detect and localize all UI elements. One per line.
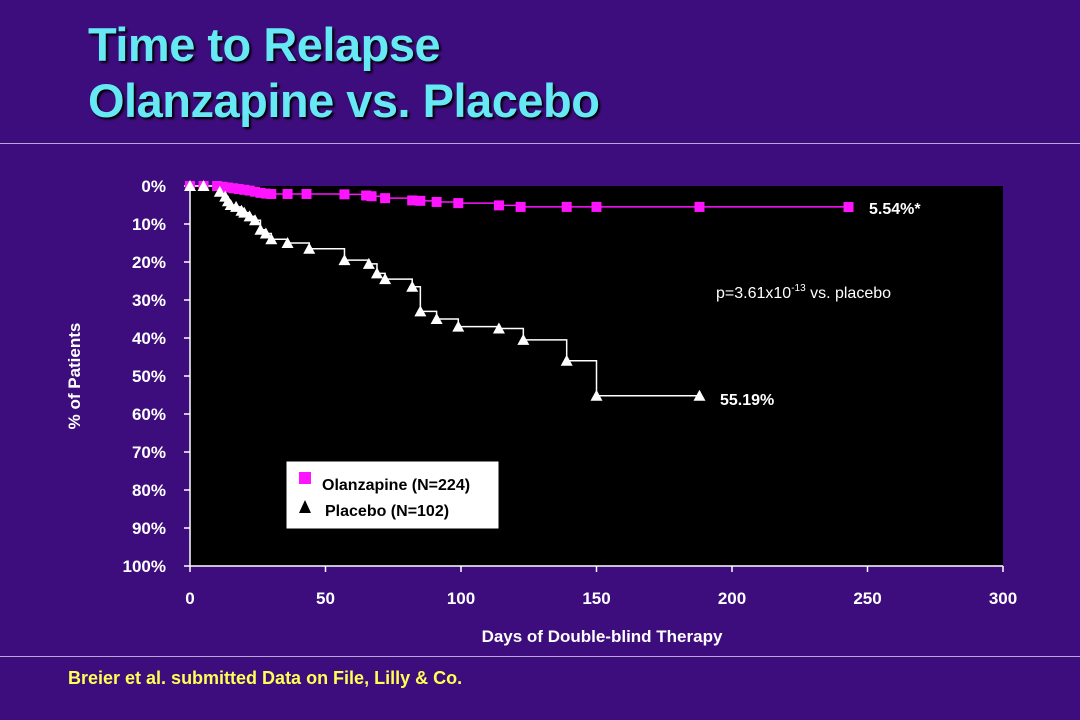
olanzapine-point (561, 201, 572, 212)
y-tick-label: 50% (132, 367, 166, 386)
y-tick-label: 40% (132, 329, 166, 348)
y-tick-label: 0% (141, 177, 166, 196)
placebo-point (259, 227, 272, 239)
olanzapine-point (493, 200, 504, 211)
p-value-prefix: p=3.61x10 (716, 285, 791, 302)
olanzapine-point (212, 181, 223, 191)
title-line-2: Olanzapine vs. Placebo (88, 74, 600, 127)
legend-box (285, 460, 500, 530)
olanzapine-point (515, 201, 526, 212)
olanzapine-point (339, 189, 350, 200)
placebo-point (517, 333, 530, 345)
placebo-point (197, 180, 210, 191)
olanzapine-point (239, 184, 250, 195)
olanzapine-end-label: 5.54%* (869, 201, 921, 218)
y-tick-label: 60% (132, 405, 166, 424)
top-divider (0, 143, 1080, 144)
y-tick-label: 80% (132, 481, 166, 500)
placebo-point (184, 180, 196, 191)
x-tick-label: 300 (989, 589, 1017, 608)
placebo-point (430, 313, 443, 324)
olanzapine-point (228, 183, 239, 194)
placebo-point (492, 322, 505, 334)
placebo-point (265, 233, 278, 245)
y-tick-label: 20% (132, 253, 166, 272)
placebo-point (338, 254, 351, 266)
olanzapine-point (233, 184, 244, 195)
olanzapine-point (255, 187, 266, 198)
olanzapine-point (361, 190, 372, 201)
legend-placebo-label: Placebo (N=102) (325, 503, 449, 520)
placebo-point (590, 389, 603, 401)
y-tick-label: 70% (132, 443, 166, 462)
title-line-1: Time to Relapse (88, 18, 441, 71)
olanzapine-point (266, 188, 277, 199)
placebo-point (249, 214, 262, 226)
olanzapine-point (694, 201, 705, 212)
olanzapine-point (217, 181, 228, 192)
series-markers (184, 180, 854, 401)
olanzapine-point (260, 188, 271, 199)
placebo-point (281, 237, 294, 248)
olanzapine-point (453, 198, 464, 209)
placebo-point (213, 185, 226, 197)
placebo-point (693, 389, 706, 401)
olanzapine-point (380, 193, 391, 204)
olanzapine-point (222, 182, 233, 193)
x-tick-label: 250 (853, 589, 881, 608)
x-axis-ticks: 0 50 100 150 200 250 300 (185, 566, 1017, 608)
legend: Olanzapine (N=224) Placebo (N=102) (285, 460, 500, 530)
footer-citation: Breier et al. submitted Data on File, Li… (68, 668, 463, 688)
placebo-point (303, 242, 316, 254)
y-tick-label: 10% (132, 215, 166, 234)
p-value-exponent: -13 (791, 283, 806, 294)
x-tick-label: 150 (582, 589, 610, 608)
olanzapine-point (415, 195, 426, 206)
y-axis-ticks: 0% 10% 20% 30% 40% 50% 60% 70% 80% 90% 100% (123, 177, 190, 576)
placebo-point (406, 280, 419, 292)
x-tick-label: 100 (447, 589, 475, 608)
olanzapine-point (366, 191, 377, 202)
x-tick-label: 200 (718, 589, 746, 608)
legend-placebo-marker (299, 500, 311, 513)
olanzapine-point (407, 195, 418, 206)
legend-olanzapine-marker (299, 472, 311, 484)
olanzapine-point (591, 201, 602, 212)
y-tick-label: 90% (132, 519, 166, 538)
p-value-suffix: vs. placebo (806, 285, 891, 302)
olanzapine-point (843, 202, 854, 213)
x-tick-label: 50 (316, 589, 335, 608)
y-tick-label: 100% (123, 557, 166, 576)
olanzapine-point (301, 188, 312, 199)
olanzapine-point (250, 186, 261, 197)
y-tick-label: 30% (132, 291, 166, 310)
relapse-chart: 0% 10% 20% 30% 40% 50% 60% 70% 80% 90% 100% 0 50 100… (65, 177, 1017, 646)
placebo-point (379, 273, 392, 285)
x-tick-label: 0 (185, 589, 194, 608)
legend-olanzapine-label: Olanzapine (N=224) (322, 477, 470, 494)
olanzapine-point (282, 188, 293, 199)
placebo-point (414, 305, 427, 317)
placebo-point (452, 320, 465, 332)
olanzapine-point (431, 196, 442, 207)
p-value-annotation: p=3.61x10-13 vs. placebo (716, 283, 891, 302)
placebo-end-label: 55.19% (720, 392, 774, 409)
placebo-point (370, 267, 383, 279)
y-axis-title: % of Patients (65, 323, 84, 430)
x-axis-title: Days of Double-blind Therapy (482, 627, 723, 646)
bottom-divider (0, 656, 1080, 657)
placebo-point (560, 354, 573, 366)
placebo-point (362, 257, 375, 269)
olanzapine-point (244, 185, 255, 196)
